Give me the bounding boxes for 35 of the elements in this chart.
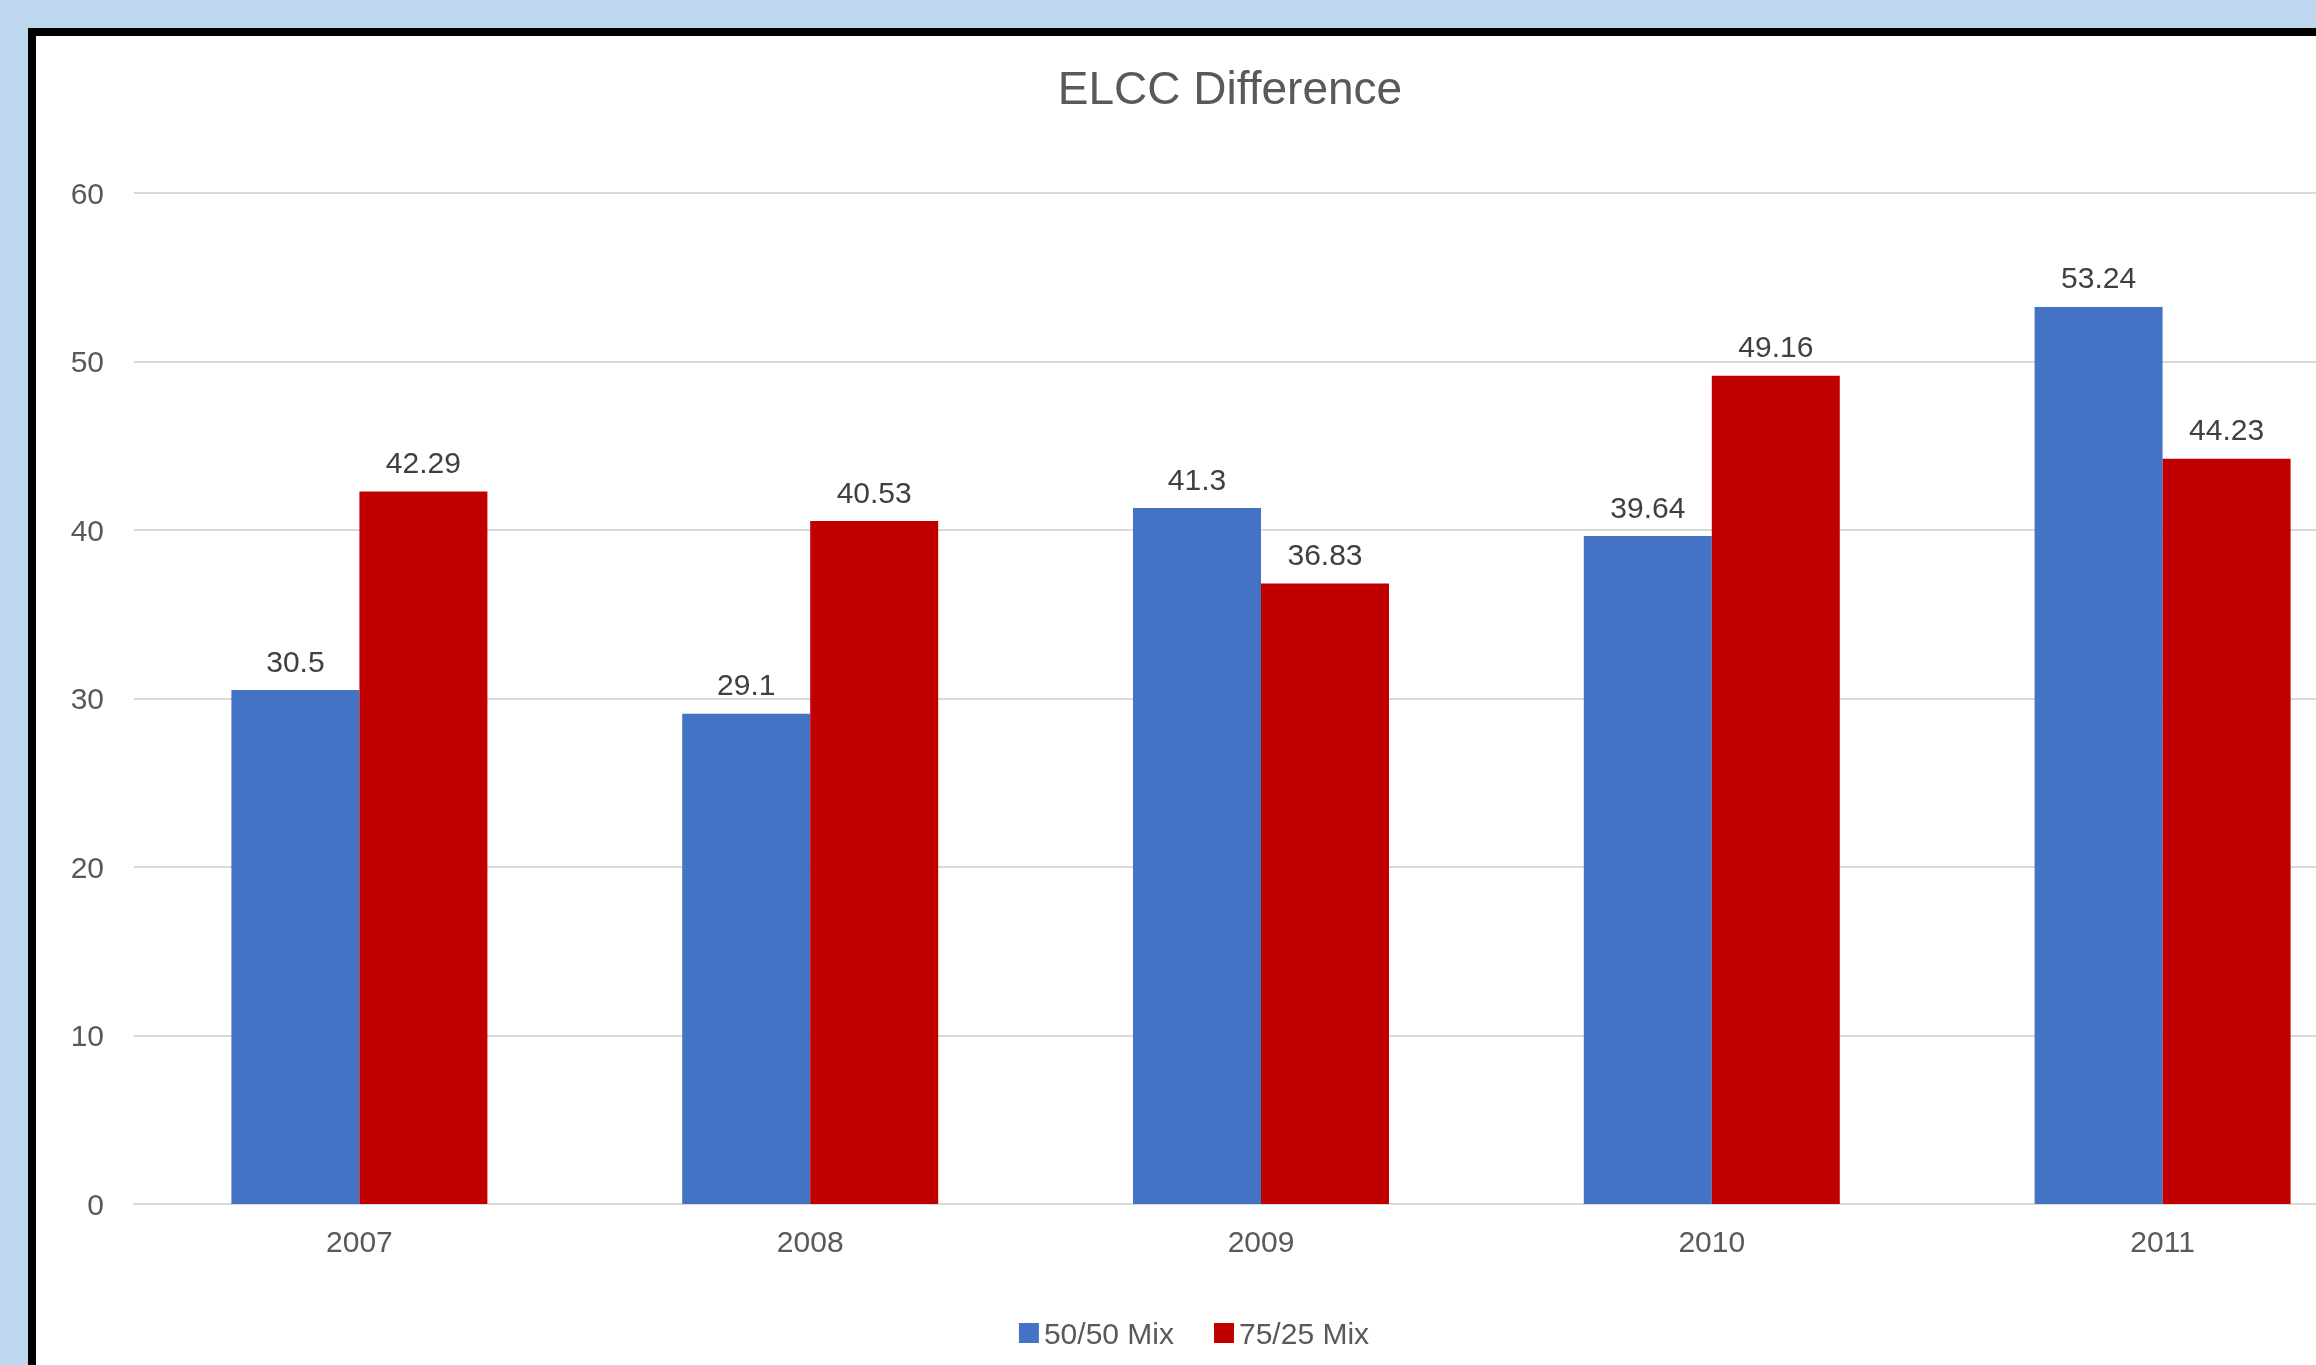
data-label: 41.3 <box>1167 462 1227 496</box>
data-label: 49.16 <box>1738 330 1814 364</box>
chart-title: ELCC Difference <box>1057 62 1403 114</box>
bar <box>2162 458 2291 1204</box>
legend-label: 50/50 Mix <box>1043 1316 1175 1350</box>
data-label: 30.5 <box>266 644 325 678</box>
x-tick-label: 2009 <box>1227 1224 1295 1258</box>
bar <box>1711 375 1840 1204</box>
bar <box>2034 306 2163 1204</box>
data-label: 42.29 <box>385 445 461 479</box>
y-tick-label: 30 <box>70 682 104 715</box>
x-tick-label: 2010 <box>1678 1224 1746 1258</box>
data-label: 39.64 <box>1610 490 1686 524</box>
y-tick-label: 60 <box>70 176 104 210</box>
bar <box>682 713 811 1204</box>
bar <box>231 690 360 1204</box>
x-tick-label: 2008 <box>776 1224 844 1258</box>
x-tick-label: 2011 <box>2130 1224 2195 1258</box>
y-tick-label: 0 <box>87 1187 104 1221</box>
y-tick-label: 20 <box>70 850 104 884</box>
data-label: 53.24 <box>2061 261 2137 295</box>
bar <box>1583 536 1712 1204</box>
y-tick-label: 50 <box>70 345 104 378</box>
bar <box>810 521 939 1204</box>
bar <box>359 491 488 1204</box>
y-tick-label: 10 <box>70 1019 104 1052</box>
y-tick-label: 40 <box>70 513 104 547</box>
bar <box>1133 508 1261 1204</box>
legend-label: 75/25 Mix <box>1239 1316 1370 1350</box>
x-tick-label: 2007 <box>326 1224 393 1258</box>
bar <box>1261 583 1389 1204</box>
data-label: 29.1 <box>717 668 776 702</box>
data-label: 44.23 <box>2189 413 2265 447</box>
data-label: 36.83 <box>1287 537 1363 571</box>
data-label: 40.53 <box>836 475 912 509</box>
